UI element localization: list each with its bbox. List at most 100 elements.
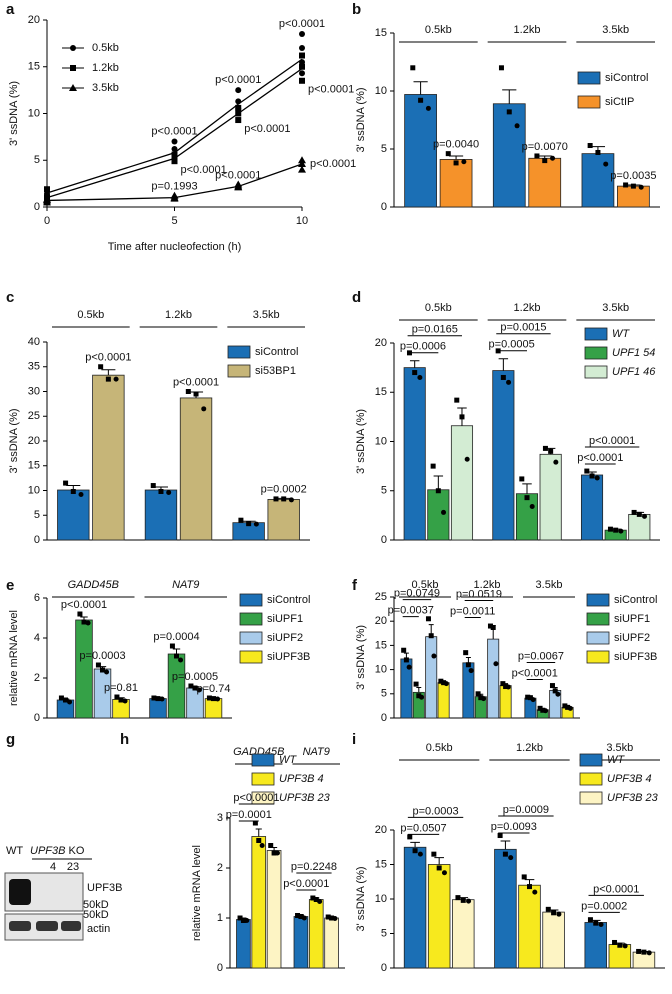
marker [299, 52, 305, 59]
marker [478, 695, 484, 701]
bar [581, 153, 615, 208]
y-tick-label: 5 [34, 154, 40, 166]
bar [580, 474, 604, 541]
marker [636, 948, 642, 954]
group-label: 0.5kb [77, 309, 104, 321]
error-bar [172, 648, 181, 654]
marker [529, 504, 535, 510]
error-bar [416, 687, 422, 693]
y-tick-label: 3 [217, 812, 223, 824]
marker [417, 374, 423, 380]
error-bar [434, 857, 444, 865]
bar [167, 653, 186, 719]
marker [530, 697, 536, 703]
error-bar [522, 483, 532, 494]
marker [630, 183, 636, 189]
marker [70, 45, 76, 51]
marker [268, 843, 274, 848]
marker [490, 624, 496, 630]
p-value: p=0.0040 [433, 139, 479, 151]
p-value: p<0.0001 [151, 125, 197, 137]
marker [475, 691, 481, 697]
bar [144, 489, 178, 541]
p-value: p=0.74 [197, 683, 231, 695]
error-bar [500, 840, 511, 850]
marker [105, 376, 111, 382]
x-tick-label: 10 [296, 215, 308, 227]
p-value: p<0.0001 [244, 123, 290, 135]
marker [455, 895, 461, 901]
marker [407, 834, 413, 840]
marker [525, 694, 531, 700]
marker [416, 693, 422, 699]
y-tick-label: 1 [217, 912, 223, 924]
p-value: p=0.0067 [518, 650, 564, 662]
y-tick-label: 15 [375, 639, 387, 651]
bar [518, 884, 541, 969]
marker [70, 65, 76, 71]
marker [463, 650, 469, 656]
p-value: p=0.0165 [412, 324, 458, 336]
marker [445, 151, 451, 157]
legend-label: UPF3B 23 [279, 792, 331, 804]
y-tick-label: 20 [375, 824, 387, 836]
marker [259, 843, 265, 848]
group-label: NAT9 [172, 579, 199, 591]
marker [237, 915, 243, 921]
marker [537, 705, 543, 711]
marker [612, 939, 618, 945]
marker [412, 848, 418, 854]
p-value: p=0.0070 [522, 141, 568, 153]
legend-label: siControl [614, 594, 657, 606]
marker [532, 889, 538, 895]
bar [204, 698, 223, 719]
marker [613, 527, 619, 533]
legend-label: 3.5kb [92, 82, 119, 94]
error-bar [409, 360, 420, 368]
marker [500, 374, 506, 380]
bar [57, 489, 90, 541]
panel-label: b [352, 1, 361, 18]
marker [468, 668, 474, 674]
p-value: p=0.0005 [489, 339, 535, 351]
y-tick-label: 10 [28, 484, 40, 496]
marker [638, 184, 644, 190]
y-tick-label: 0 [381, 534, 387, 546]
marker [430, 463, 436, 469]
bar [427, 489, 450, 541]
marker [114, 694, 120, 700]
marker [63, 480, 69, 486]
marker [584, 468, 590, 474]
marker [403, 657, 409, 663]
bar [452, 899, 475, 969]
group-label: NAT9 [303, 746, 330, 758]
legend-swatch [577, 71, 601, 85]
marker [603, 161, 609, 167]
p-value: p=0.0005 [172, 671, 218, 683]
legend-label: UPF3B 4 [607, 773, 652, 785]
y-tick-label: 15 [375, 27, 387, 39]
y-axis-label: relative mRNA level [8, 610, 20, 706]
y-tick-label: 10 [28, 107, 40, 119]
bar [404, 94, 437, 208]
bar [293, 916, 309, 969]
legend-label: siControl [255, 346, 298, 358]
marker [622, 943, 628, 949]
error-bar [255, 828, 262, 837]
legend-label: siControl [267, 594, 310, 606]
marker [461, 159, 467, 165]
marker [325, 914, 331, 920]
marker [85, 620, 91, 626]
y-tick-label: 15 [375, 858, 387, 870]
y-tick-label: 0 [34, 712, 40, 724]
marker [598, 922, 604, 928]
band-label: actin [87, 923, 110, 935]
group-label: 3.5kb [606, 742, 633, 754]
bar [324, 917, 339, 969]
marker [281, 496, 287, 502]
error-bar [465, 657, 471, 663]
group-label: 3.5kb [602, 302, 629, 314]
p-value: p=0.0093 [491, 821, 537, 833]
legend-label: siUPF1 [614, 613, 650, 625]
marker [299, 70, 305, 77]
